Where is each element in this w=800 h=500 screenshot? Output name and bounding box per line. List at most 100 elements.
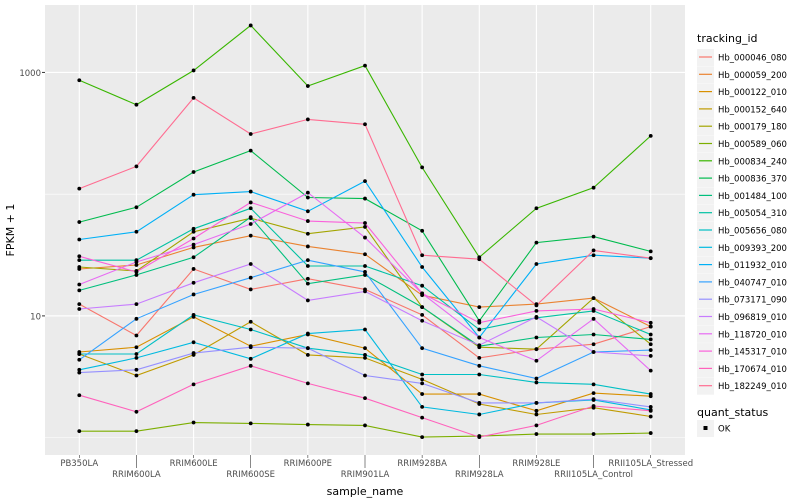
data-point xyxy=(191,95,196,100)
legend-label: Hb_009393_200 xyxy=(718,244,787,254)
data-point xyxy=(477,305,482,310)
data-point xyxy=(191,236,196,241)
x-tick-label: RRII105LA_Control xyxy=(554,470,633,480)
data-point xyxy=(420,346,425,351)
data-point xyxy=(248,356,253,361)
data-point xyxy=(591,342,596,347)
data-point xyxy=(534,303,539,308)
data-point xyxy=(248,189,253,194)
data-point xyxy=(77,282,82,287)
data-point xyxy=(248,275,253,280)
data-point xyxy=(591,391,596,396)
data-point xyxy=(477,412,482,417)
data-point xyxy=(534,358,539,363)
data-point xyxy=(534,262,539,266)
data-point xyxy=(248,222,253,226)
data-point xyxy=(134,316,139,321)
data-point xyxy=(477,320,482,325)
x-tick-label: RRIM600LE xyxy=(170,459,218,469)
data-point xyxy=(420,312,425,317)
data-point xyxy=(420,283,425,288)
data-point xyxy=(191,420,196,425)
legend-label: Hb_170674_010 xyxy=(718,365,787,375)
data-point xyxy=(363,196,367,201)
data-point xyxy=(363,269,367,274)
legend-label: Hb_145317_010 xyxy=(718,348,787,358)
data-point xyxy=(591,296,596,301)
legend-title: tracking_id xyxy=(697,32,758,45)
data-point xyxy=(305,298,310,303)
data-point xyxy=(591,382,596,387)
legend-label: Hb_073171_090 xyxy=(718,296,787,306)
data-point xyxy=(648,414,653,419)
data-point xyxy=(477,372,482,377)
legend-label: Hb_000122_010 xyxy=(718,88,787,98)
data-point xyxy=(305,264,310,268)
data-point xyxy=(77,302,82,306)
data-point xyxy=(420,305,425,310)
data-point xyxy=(248,345,253,350)
data-point xyxy=(420,381,425,386)
data-point xyxy=(77,258,82,263)
data-point xyxy=(648,249,653,254)
data-point xyxy=(134,229,139,234)
data-point xyxy=(648,320,653,325)
data-point xyxy=(305,190,310,195)
data-point xyxy=(248,327,253,332)
data-point xyxy=(363,396,367,401)
data-point xyxy=(191,192,196,197)
data-point xyxy=(248,319,253,324)
data-point xyxy=(420,165,425,170)
data-point xyxy=(477,355,482,360)
legend-label: Hb_000179_180 xyxy=(718,123,787,133)
data-point xyxy=(77,429,82,434)
data-point xyxy=(77,352,82,356)
data-point xyxy=(591,404,596,408)
data-point xyxy=(305,381,310,386)
data-point xyxy=(191,68,196,73)
point-legend-title: quant_status xyxy=(697,406,769,419)
data-point xyxy=(534,412,539,417)
data-point xyxy=(591,253,596,258)
data-point xyxy=(77,265,82,269)
data-point xyxy=(134,302,139,306)
data-point xyxy=(420,415,425,420)
data-point xyxy=(591,307,596,311)
y-tick-label: 1000 xyxy=(19,69,41,79)
data-point xyxy=(191,351,196,355)
data-point xyxy=(477,343,482,348)
data-point xyxy=(648,332,653,337)
data-point xyxy=(534,432,539,436)
data-point xyxy=(77,370,82,375)
data-point xyxy=(305,281,310,286)
data-point xyxy=(534,347,539,352)
legend-label: Hb_000059_200 xyxy=(718,71,787,81)
data-point xyxy=(305,195,310,200)
data-point xyxy=(420,318,425,323)
data-point xyxy=(191,242,196,247)
data-point xyxy=(591,397,596,402)
data-point xyxy=(77,357,82,362)
legend-label: Hb_005054_310 xyxy=(718,209,787,219)
data-point xyxy=(363,327,367,332)
data-point xyxy=(77,254,82,259)
data-point xyxy=(77,307,82,311)
data-point xyxy=(248,200,253,205)
data-point xyxy=(248,363,253,368)
data-point xyxy=(305,209,310,214)
data-point xyxy=(305,231,310,236)
data-point xyxy=(77,237,82,242)
data-point xyxy=(248,132,253,136)
data-point xyxy=(77,220,82,224)
data-point xyxy=(191,312,196,317)
legend-label: Hb_182249_010 xyxy=(718,382,787,392)
data-point xyxy=(134,164,139,169)
legend-label: Hb_118720_010 xyxy=(718,330,787,340)
data-point xyxy=(477,257,482,262)
legend-label: Hb_000046_080 xyxy=(718,54,787,64)
data-point xyxy=(477,327,482,332)
data-point xyxy=(363,221,367,225)
data-point xyxy=(534,308,539,313)
data-point xyxy=(363,225,367,229)
data-point xyxy=(648,256,653,261)
